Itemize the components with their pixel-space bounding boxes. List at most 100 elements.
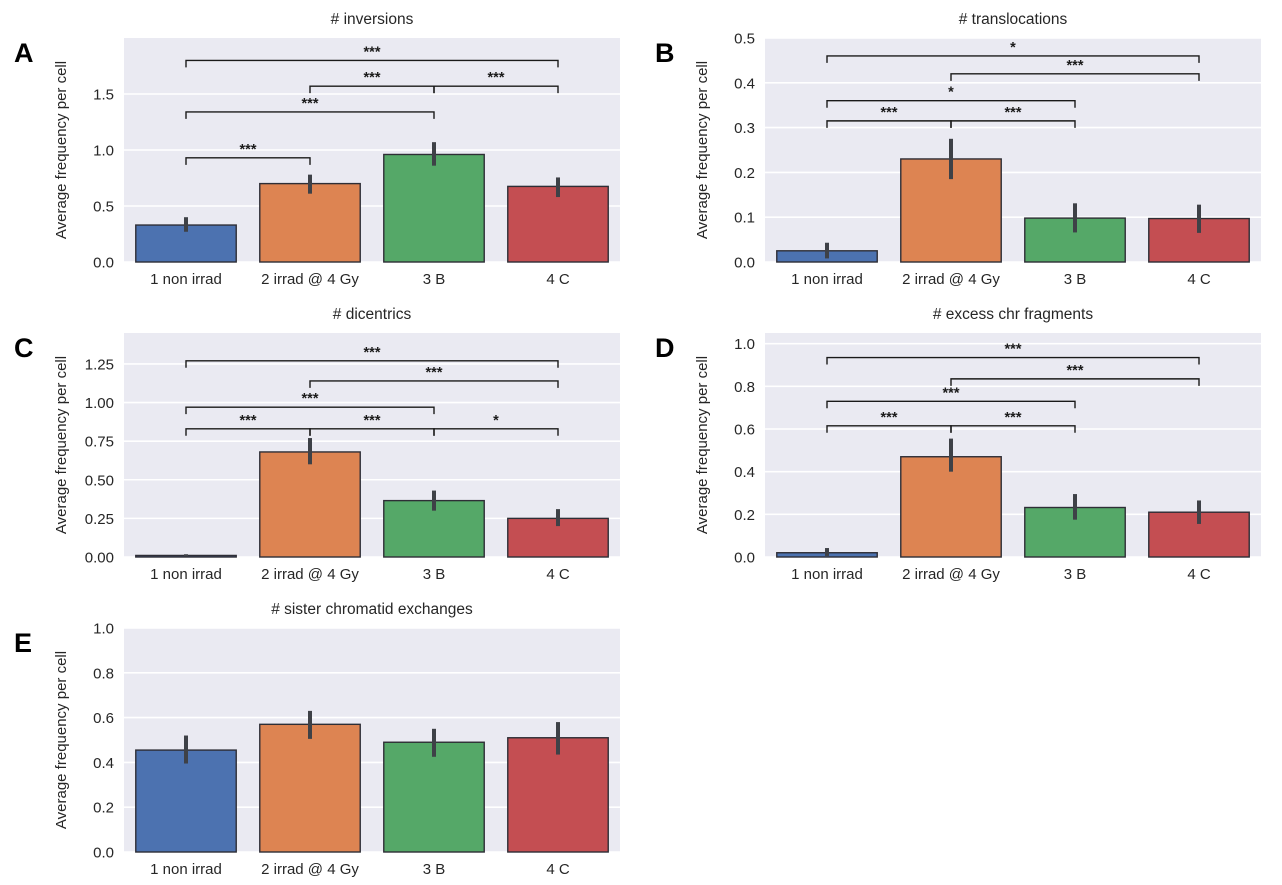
significance-label: * (948, 85, 954, 101)
chart-title: # sister chromatid exchanges (271, 601, 473, 618)
chart-svg-A: # inversions Average frequency per cell 0.… (53, 11, 620, 288)
x-tick-label: 4 C (1187, 271, 1211, 288)
chart-svg-C: # dicentrics Average frequency per cell 0.… (53, 306, 620, 583)
chart-title: # translocations (959, 11, 1068, 28)
y-tick-label: 0.0 (93, 255, 114, 272)
significance-bracket (826, 55, 1200, 63)
significance-bracket (185, 111, 435, 119)
x-tick-label: 4 C (546, 271, 570, 288)
significance-label: *** (1067, 363, 1084, 379)
y-tick-label: 0.4 (734, 75, 755, 92)
x-tick-label: 1 non irrad (150, 861, 222, 878)
bar (259, 451, 361, 558)
panel-letter-e: E (14, 628, 33, 658)
chart-translocations: # translocations Average frequency per ce… (641, 0, 1282, 295)
significance-bracket (185, 157, 311, 165)
panel-sister-chromatid-exchanges: E # sister chromatid exchanges Average fr… (0, 590, 641, 885)
significance-bracket (950, 120, 1076, 128)
y-tick-label: 0.6 (93, 710, 114, 727)
x-tick-label: 2 irrad @ 4 Gy (261, 566, 359, 583)
chart-inversions: # inversions Average frequency per cell 0.… (0, 0, 641, 295)
significance-bracket (309, 380, 559, 388)
significance-label: *** (302, 391, 319, 407)
significance-bracket (950, 73, 1200, 81)
y-tick-label: 0.4 (734, 464, 755, 481)
y-tick-label: 1.00 (85, 395, 114, 412)
y-tick-label: 0.6 (734, 422, 755, 439)
x-tick-label: 3 B (1064, 271, 1087, 288)
x-tick-label: 1 non irrad (150, 566, 222, 583)
x-tick-label: 4 C (546, 566, 570, 583)
chart-sister-chromatid-exchanges: # sister chromatid exchanges Average freq… (0, 590, 641, 885)
significance-label: *** (364, 413, 381, 429)
y-tick-label: 0.4 (93, 755, 114, 772)
x-tick-label: 3 B (1064, 566, 1087, 583)
significance-label: *** (364, 44, 381, 60)
significance-label: *** (881, 410, 898, 426)
significance-bracket (185, 406, 435, 415)
significance-bracket (433, 85, 559, 94)
significance-bracket (185, 59, 559, 68)
x-tick-label: 3 B (423, 566, 446, 583)
panel-inversions: A # inversions Average frequency per cell… (0, 0, 641, 295)
bar (900, 456, 1002, 558)
significance-label: *** (302, 96, 319, 112)
bar (383, 741, 485, 853)
chart-svg-E: # sister chromatid exchanges Average freq… (53, 601, 620, 878)
y-tick-label: 0.0 (93, 845, 114, 862)
y-axis-label: Average frequency per cell (53, 356, 70, 534)
x-tick-label: 4 C (1187, 566, 1211, 583)
significance-label: *** (1005, 342, 1022, 358)
y-axis-label: Average frequency per cell (694, 356, 711, 534)
x-tick-label: 2 irrad @ 4 Gy (261, 271, 359, 288)
y-axis-label: Average frequency per cell (694, 61, 711, 239)
bar (259, 723, 361, 853)
x-tick-label: 4 C (546, 861, 570, 878)
y-tick-label: 0.0 (734, 550, 755, 567)
y-tick-label: 0.8 (93, 665, 114, 682)
y-tick-label: 0.75 (85, 434, 114, 451)
significance-label: *** (488, 70, 505, 86)
chart-dicentrics: # dicentrics Average frequency per cell 0.… (0, 295, 641, 590)
bar (507, 185, 609, 263)
y-tick-label: 0.5 (93, 199, 114, 216)
y-tick-label: 0.0 (734, 255, 755, 272)
panel-dicentrics: C # dicentrics Average frequency per cell… (0, 295, 641, 590)
significance-bracket (826, 400, 1076, 409)
y-tick-label: 0.2 (93, 800, 114, 817)
y-tick-label: 1.0 (734, 336, 755, 353)
significance-bracket (433, 428, 559, 436)
x-tick-label: 2 irrad @ 4 Gy (902, 271, 1000, 288)
y-tick-label: 1.25 (85, 356, 114, 373)
x-tick-label: 1 non irrad (150, 271, 222, 288)
x-tick-label: 3 B (423, 861, 446, 878)
significance-label: *** (240, 142, 257, 158)
y-tick-label: 0.1 (734, 210, 755, 227)
y-tick-label: 0.2 (734, 165, 755, 182)
x-tick-label: 1 non irrad (791, 566, 863, 583)
x-tick-label: 1 non irrad (791, 271, 863, 288)
bar (135, 749, 237, 853)
panel-excess-chr-fragments: D # excess chr fragments Average frequenc… (641, 295, 1282, 590)
significance-bracket (826, 356, 1200, 365)
significance-bracket (826, 100, 1076, 108)
significance-label: * (1010, 40, 1016, 56)
chart-title: # inversions (331, 11, 414, 28)
significance-label: * (493, 413, 499, 429)
y-tick-label: 0.25 (85, 511, 114, 528)
x-tick-label: 3 B (423, 271, 446, 288)
y-tick-label: 0.5 (734, 31, 755, 48)
panel-letter-d: D (655, 333, 675, 363)
chart-svg-D: # excess chr fragments Average frequency … (694, 306, 1261, 583)
bar (383, 153, 485, 263)
significance-label: *** (881, 105, 898, 121)
significance-bracket (950, 425, 1076, 433)
y-tick-label: 1.0 (93, 143, 114, 160)
chart-title: # dicentrics (333, 306, 412, 323)
y-tick-label: 0.50 (85, 472, 114, 489)
significance-bracket (950, 378, 1200, 386)
panel-translocations: B # translocations Average frequency per … (641, 0, 1282, 295)
y-tick-label: 0.3 (734, 120, 755, 137)
